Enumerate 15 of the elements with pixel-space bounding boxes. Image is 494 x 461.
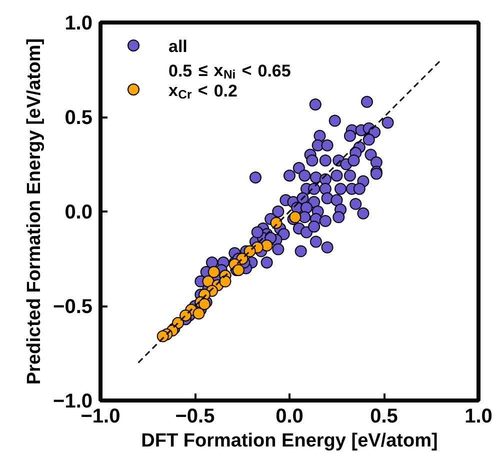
y-tick-label: −0.5 bbox=[53, 296, 92, 318]
y-axis-title: Predicted Formation Energy [eV/atom] bbox=[24, 38, 46, 385]
point bbox=[260, 240, 273, 252]
x-tick-label: 0.5 bbox=[370, 406, 398, 428]
point bbox=[219, 275, 232, 288]
y-tick-label: −1.0 bbox=[53, 390, 92, 412]
x-tick-label: 1.0 bbox=[464, 406, 492, 428]
y-tick-label: 1.0 bbox=[64, 12, 93, 34]
y-tick-label: 0.0 bbox=[64, 202, 93, 224]
point bbox=[192, 308, 205, 320]
x-tick-label: 0.0 bbox=[276, 406, 304, 428]
y-tick-label: 0.5 bbox=[64, 107, 93, 129]
x-tick-label: −0.5 bbox=[175, 406, 215, 428]
legend-label: all bbox=[168, 37, 188, 56]
x-axis-title: DFT Formation Energy [eV/atom] bbox=[141, 430, 438, 452]
